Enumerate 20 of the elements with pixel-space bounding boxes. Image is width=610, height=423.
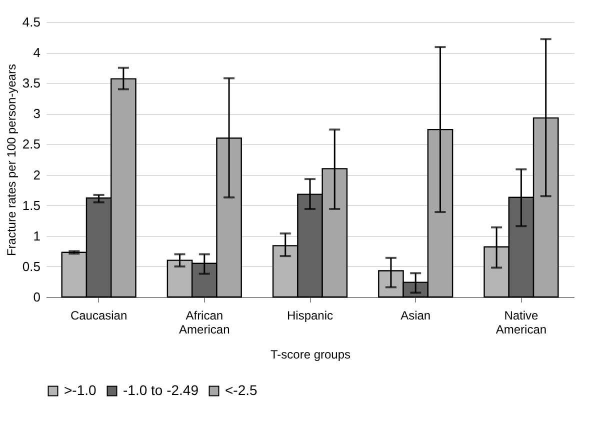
y-tick-label: 4	[33, 45, 40, 60]
legend-label: -1.0 to -2.49	[123, 382, 199, 398]
y-tick-label: 3.5	[22, 76, 40, 91]
x-tick-label: Asian	[400, 308, 431, 322]
y-tick-label: 3	[33, 106, 40, 122]
y-tick-label: 2.5	[22, 136, 40, 152]
legend-label: >-1.0	[64, 382, 97, 398]
y-tick-label: 0	[33, 290, 40, 304]
x-axis-title: T-score groups	[270, 348, 351, 362]
x-tick-label: Caucasian	[70, 308, 128, 322]
y-tick-label: 1	[33, 228, 40, 244]
y-axis-title: Fracture rates per 100 person-years	[4, 64, 18, 256]
x-tick-label: Native American	[496, 308, 547, 336]
y-tick-label: 2	[33, 167, 40, 182]
y-tick-label: 0.5	[22, 258, 40, 274]
legend-label: <-2.5	[225, 382, 258, 398]
x-tick-label: Hispanic	[286, 308, 334, 322]
x-tick-label: African American	[179, 308, 230, 336]
y-tick-label: 4.5	[22, 14, 40, 30]
y-tick-label: 1.5	[22, 198, 40, 213]
